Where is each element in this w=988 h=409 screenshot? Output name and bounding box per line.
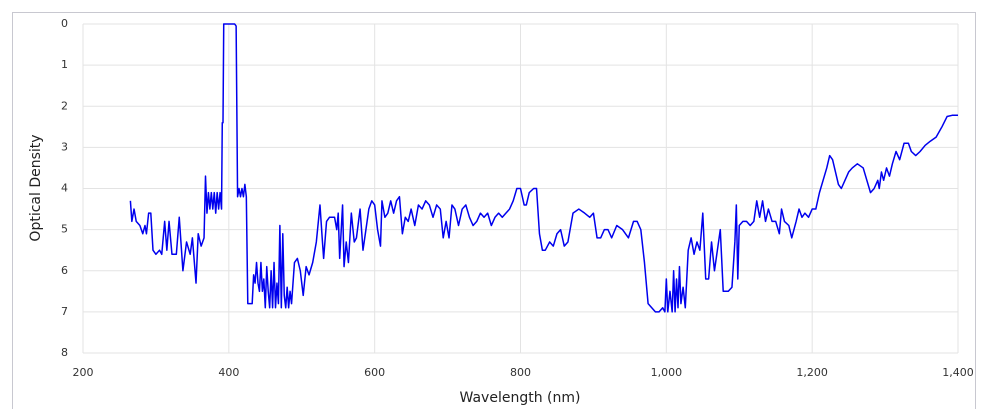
data-line: [129, 23, 958, 313]
y-tick-label: 0: [61, 17, 68, 30]
y-axis-title: Optical Density: [28, 134, 44, 241]
y-tick-label: 1: [61, 58, 68, 71]
y-tick-label: 3: [61, 140, 68, 153]
plot: [129, 23, 958, 313]
y-tick-label: 7: [61, 305, 68, 318]
x-tick-label: 1,400: [942, 366, 974, 379]
x-tick-label: 1,000: [651, 366, 683, 379]
y-tick-label: 6: [61, 264, 68, 277]
x-tick-label: 600: [364, 366, 385, 379]
x-tick-label: 200: [73, 366, 94, 379]
y-tick-label: 2: [61, 99, 68, 112]
chart-frame: [12, 12, 976, 409]
y-tick-label: 5: [61, 223, 68, 236]
y-tick-label: 8: [61, 346, 68, 359]
x-tick-label: 400: [218, 366, 239, 379]
y-tick-label: 4: [61, 182, 68, 195]
x-axis-title: Wavelength (nm): [460, 390, 581, 406]
x-tick-label: 800: [510, 366, 531, 379]
x-tick-label: 1,200: [796, 366, 828, 379]
